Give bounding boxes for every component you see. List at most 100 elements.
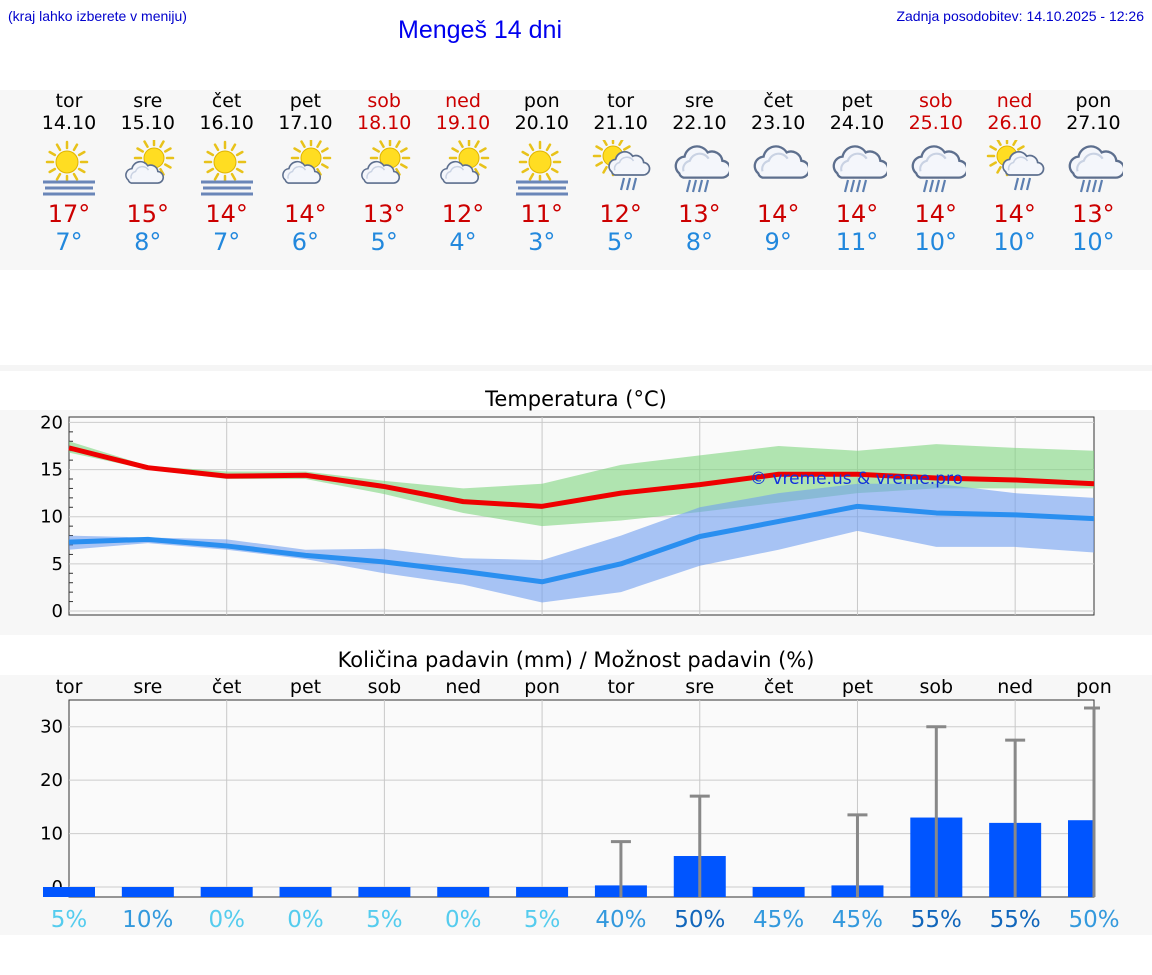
sun-fog-icon	[515, 140, 568, 196]
day-name: sob	[367, 90, 401, 112]
x-category-label: tor	[607, 676, 634, 698]
day-date: 20.10	[514, 112, 569, 134]
precipitation-chart-title: Količina padavin (mm) / Možnost padavin …	[337, 648, 815, 672]
max-temperature-line	[68, 445, 1095, 509]
day-date: 26.10	[987, 112, 1042, 134]
sun-cloud-rain-icon	[986, 140, 1044, 191]
y-tick-label: 15	[40, 460, 63, 481]
day-name: sre	[133, 90, 163, 112]
temp-min: 8°	[134, 228, 162, 256]
x-category-label: pet	[290, 676, 321, 698]
temp-max: 15°	[126, 200, 170, 228]
forecast-day: sob 25.10 14° 10°	[896, 90, 976, 256]
forecast-day: čet 23.10 14° 9°	[738, 90, 818, 256]
temp-min: 11°	[835, 228, 879, 256]
forecast-day: sob 18.10 13° 5°	[344, 90, 424, 256]
y-tick-label: 20	[40, 770, 63, 791]
y-tick-label: 20	[40, 412, 63, 433]
precipitation-bar	[43, 887, 95, 897]
cloud-rain-icon	[675, 145, 730, 193]
precipitation-bar	[437, 887, 490, 897]
temp-max: 13°	[678, 200, 721, 228]
precipitation-probability: 10%	[122, 907, 173, 933]
y-tick-label: 10	[40, 824, 63, 845]
precipitation-bar	[121, 887, 174, 897]
cloud-rain-icon	[832, 145, 887, 193]
day-name: pet	[289, 90, 321, 112]
day-name: tor	[607, 90, 635, 112]
temp-min: 5°	[370, 228, 398, 256]
temp-min: 6°	[291, 228, 320, 256]
cloud-icon	[753, 145, 809, 179]
precipitation-bar	[200, 887, 253, 897]
day-date: 25.10	[908, 112, 963, 134]
day-date: 22.10	[672, 112, 727, 134]
precipitation-bar	[279, 887, 332, 897]
separator-band	[0, 365, 1152, 371]
precipitation-probability: 45%	[832, 907, 883, 933]
precipitation-probability: 5%	[366, 907, 403, 933]
precipitation-probability: 50%	[674, 907, 725, 933]
temp-max: 14°	[284, 200, 327, 228]
precipitation-probability: 0%	[445, 907, 482, 933]
temp-max: 14°	[993, 200, 1036, 228]
precipitation-probability: 45%	[753, 907, 804, 933]
temp-min: 3°	[528, 228, 556, 256]
y-tick-label: 0	[52, 601, 63, 622]
day-name: pet	[841, 90, 873, 112]
day-date: 14.10	[41, 112, 97, 134]
temp-min: 10°	[1072, 228, 1115, 256]
precipitation-probability: 50%	[1068, 907, 1119, 933]
precipitation-bar	[358, 887, 411, 897]
day-date: 21.10	[593, 112, 648, 134]
y-tick-label: 30	[40, 717, 63, 738]
y-tick-label: 10	[40, 507, 63, 528]
precipitation-probability: 55%	[990, 907, 1041, 933]
day-date: 17.10	[278, 112, 333, 134]
day-date: 18.10	[356, 112, 412, 134]
temperature-chart-title: Temperatura (°C)	[485, 387, 667, 411]
precipitation-bar	[1068, 820, 1094, 897]
sun-cloud-icon	[124, 140, 175, 184]
sun-fog-icon	[200, 140, 253, 196]
precipitation-probability: 5%	[524, 907, 561, 933]
temp-min: 7°	[212, 228, 241, 256]
day-name: ned	[445, 90, 481, 112]
temp-max: 13°	[1072, 200, 1115, 228]
x-category-label: tor	[56, 676, 83, 698]
x-category-label: pet	[842, 676, 873, 698]
day-date: 19.10	[435, 112, 491, 134]
precipitation-probability: 55%	[911, 907, 962, 933]
temp-min: 10°	[914, 228, 958, 256]
forecast-strip	[0, 90, 1152, 270]
temp-min: 7°	[55, 228, 83, 256]
forecast-day: pon 27.10 13° 10°	[1053, 90, 1133, 256]
temp-max: 14°	[205, 200, 248, 228]
day-name: ned	[996, 90, 1033, 112]
day-name: tor	[55, 90, 83, 112]
last-update: Zadnja posodobitev: 14.10.2025 - 12:26	[896, 8, 1144, 24]
sun-cloud-rain-icon	[592, 140, 650, 191]
precipitation-probability: 0%	[208, 907, 245, 933]
day-date: 23.10	[750, 112, 806, 134]
max-range-band	[69, 441, 1094, 527]
watermark: © vreme.us & vreme.pro	[750, 469, 963, 489]
temp-min: 4°	[449, 228, 477, 256]
sun-cloud-icon	[440, 140, 490, 184]
temp-max: 13°	[362, 200, 406, 228]
x-category-label: čet	[212, 676, 242, 698]
precipitation-bar	[516, 887, 569, 897]
precipitation-bar	[752, 887, 805, 897]
forecast-day: pet 17.10 14° 6°	[265, 90, 345, 256]
day-date: 27.10	[1066, 112, 1121, 134]
sun-cloud-icon	[361, 140, 411, 184]
x-category-label: pon	[524, 676, 560, 698]
temp-max: 14°	[914, 200, 958, 228]
temp-max: 14°	[835, 200, 879, 228]
temp-min: 9°	[764, 228, 792, 256]
min-range-band	[69, 483, 1094, 603]
forecast-day: pon 20.10 11° 3°	[502, 90, 582, 256]
day-name: sre	[684, 90, 714, 112]
x-category-label: sre	[133, 676, 162, 698]
precipitation-chart: tor sre čet pet sob ned pon tor sre čet pet sob ned p…	[40, 676, 1119, 933]
